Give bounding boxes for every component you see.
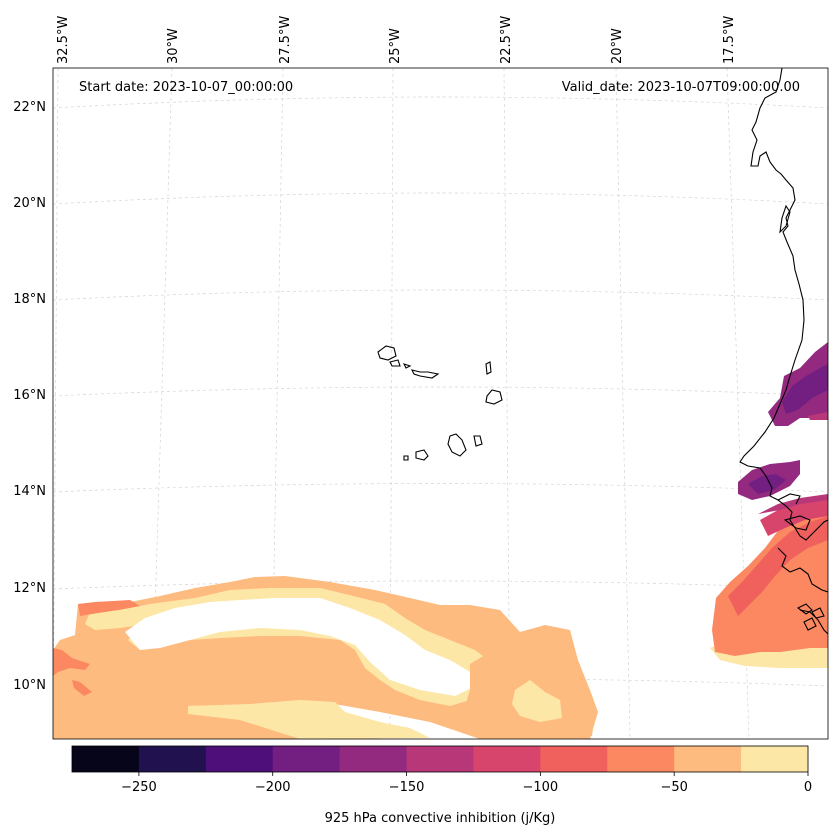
colorbar-swatch [272,746,341,772]
colorbar-swatch [406,746,474,772]
map-panel [53,68,828,739]
island-santo-antao [377,345,397,361]
island-sao-nicolau [410,369,440,379]
colorbar-tick-label: −200 [255,780,291,795]
lon-label-27-5: 27.5°W [278,16,293,64]
guinea-coast [799,609,828,635]
colorbar-frame [71,745,809,773]
colorbar-tick-label: −150 [389,780,425,795]
cin-contour-n16-tail [808,412,828,420]
lon-label-25: 25°W [388,28,403,64]
lat-label-18: 18°N [13,292,46,307]
cin-contour-south-yellow [188,700,430,739]
cin-contour-south-central-inner [512,680,562,722]
dakar-peninsula [779,204,791,234]
cin-contour-n14-core [748,474,786,494]
cin-contour-southwest-edge [53,648,90,676]
lon-label-30: 30°W [166,28,181,64]
lat-label-20: 20°N [13,196,46,211]
colorbar-swatch [205,746,274,772]
lat-tick-labels: 22°N 20°N 18°N 16°N 14°N 12°N 10°N [13,100,46,693]
cin-field [53,342,828,739]
lat-gridline-16 [53,386,828,397]
valid-date-label: Valid_date: 2023-10-07T09:00:00.00 [562,80,800,95]
lon-gridline-20 [615,68,631,739]
island-santa-luzia [402,363,412,369]
colorbar-swatch [138,746,207,772]
colorbar-swatch [473,746,541,772]
colorbar-tick-label: −250 [121,780,157,795]
cin-contour-west-tip [72,680,92,696]
island-fogo [415,449,429,461]
island-santiago [447,433,467,457]
lat-label-22: 22°N [13,100,46,115]
lat-label-14: 14°N [13,484,46,499]
island-boa-vista [485,389,503,405]
coastlines [739,68,828,635]
colorbar-tick-label: 0 [804,780,812,795]
cin-contour-coast-salmon [728,516,828,616]
lat-label-10: 10°N [13,678,46,693]
lat-gridline-18 [53,289,828,301]
senegal-coast-detail [783,515,811,531]
lat-label-12: 12°N [13,581,46,596]
lat-gridline-14 [53,483,828,493]
lat-gridline-20 [53,192,828,205]
cin-contour-n16-core [782,364,828,414]
colorbar-swatch [607,746,675,772]
map-frame [52,67,829,740]
lon-label-32-5: 32.5°W [56,16,71,64]
colorbar-label: 925 hPa convective inhibition (j/Kg) [325,811,556,826]
start-date-label: Start date: 2023-10-07_00:00:00 [79,80,293,95]
lon-tick-labels: 32.5°W 30°W 27.5°W 25°W 22.5°W 20°W 17.5… [56,16,737,64]
colorbar-tick-label: −100 [523,780,559,795]
bijagos-island-3 [811,607,825,619]
bijagos-island-1 [796,603,813,615]
cape-verde-islands [377,345,503,461]
colorbar-tick-label: −50 [660,780,687,795]
lon-label-17-5: 17.5°W [722,16,737,64]
gambia-river [777,493,801,505]
island-sao-vicente [389,359,401,367]
lat-gridline-22 [53,96,828,109]
cin-contour-coast-magenta [758,494,828,514]
lat-gridline-12 [53,580,828,590]
lon-label-20: 20°W [610,28,625,64]
cin-contour-west-hole [125,598,480,696]
colorbar-swatch [540,746,608,772]
island-brava [403,455,409,461]
island-sal [485,361,492,375]
africa-coastline [739,68,828,541]
lon-gridline-32-5 [53,68,59,739]
lon-label-22-5: 22.5°W [499,16,514,64]
cin-contour-coast-red [760,498,828,536]
bijagos-island-2 [803,617,817,631]
colorbar-swatch [339,746,408,772]
colorbar-swatch [741,746,809,772]
colorbar: −250 −200 −150 −100 −50 0 [71,745,812,795]
island-maio [473,435,483,447]
colorbar-swatch [674,746,742,772]
lat-label-16: 16°N [13,388,46,403]
guinea-bissau-coast [777,547,828,593]
colorbar-swatch [72,746,140,772]
cin-contour-west-notch [78,600,140,616]
